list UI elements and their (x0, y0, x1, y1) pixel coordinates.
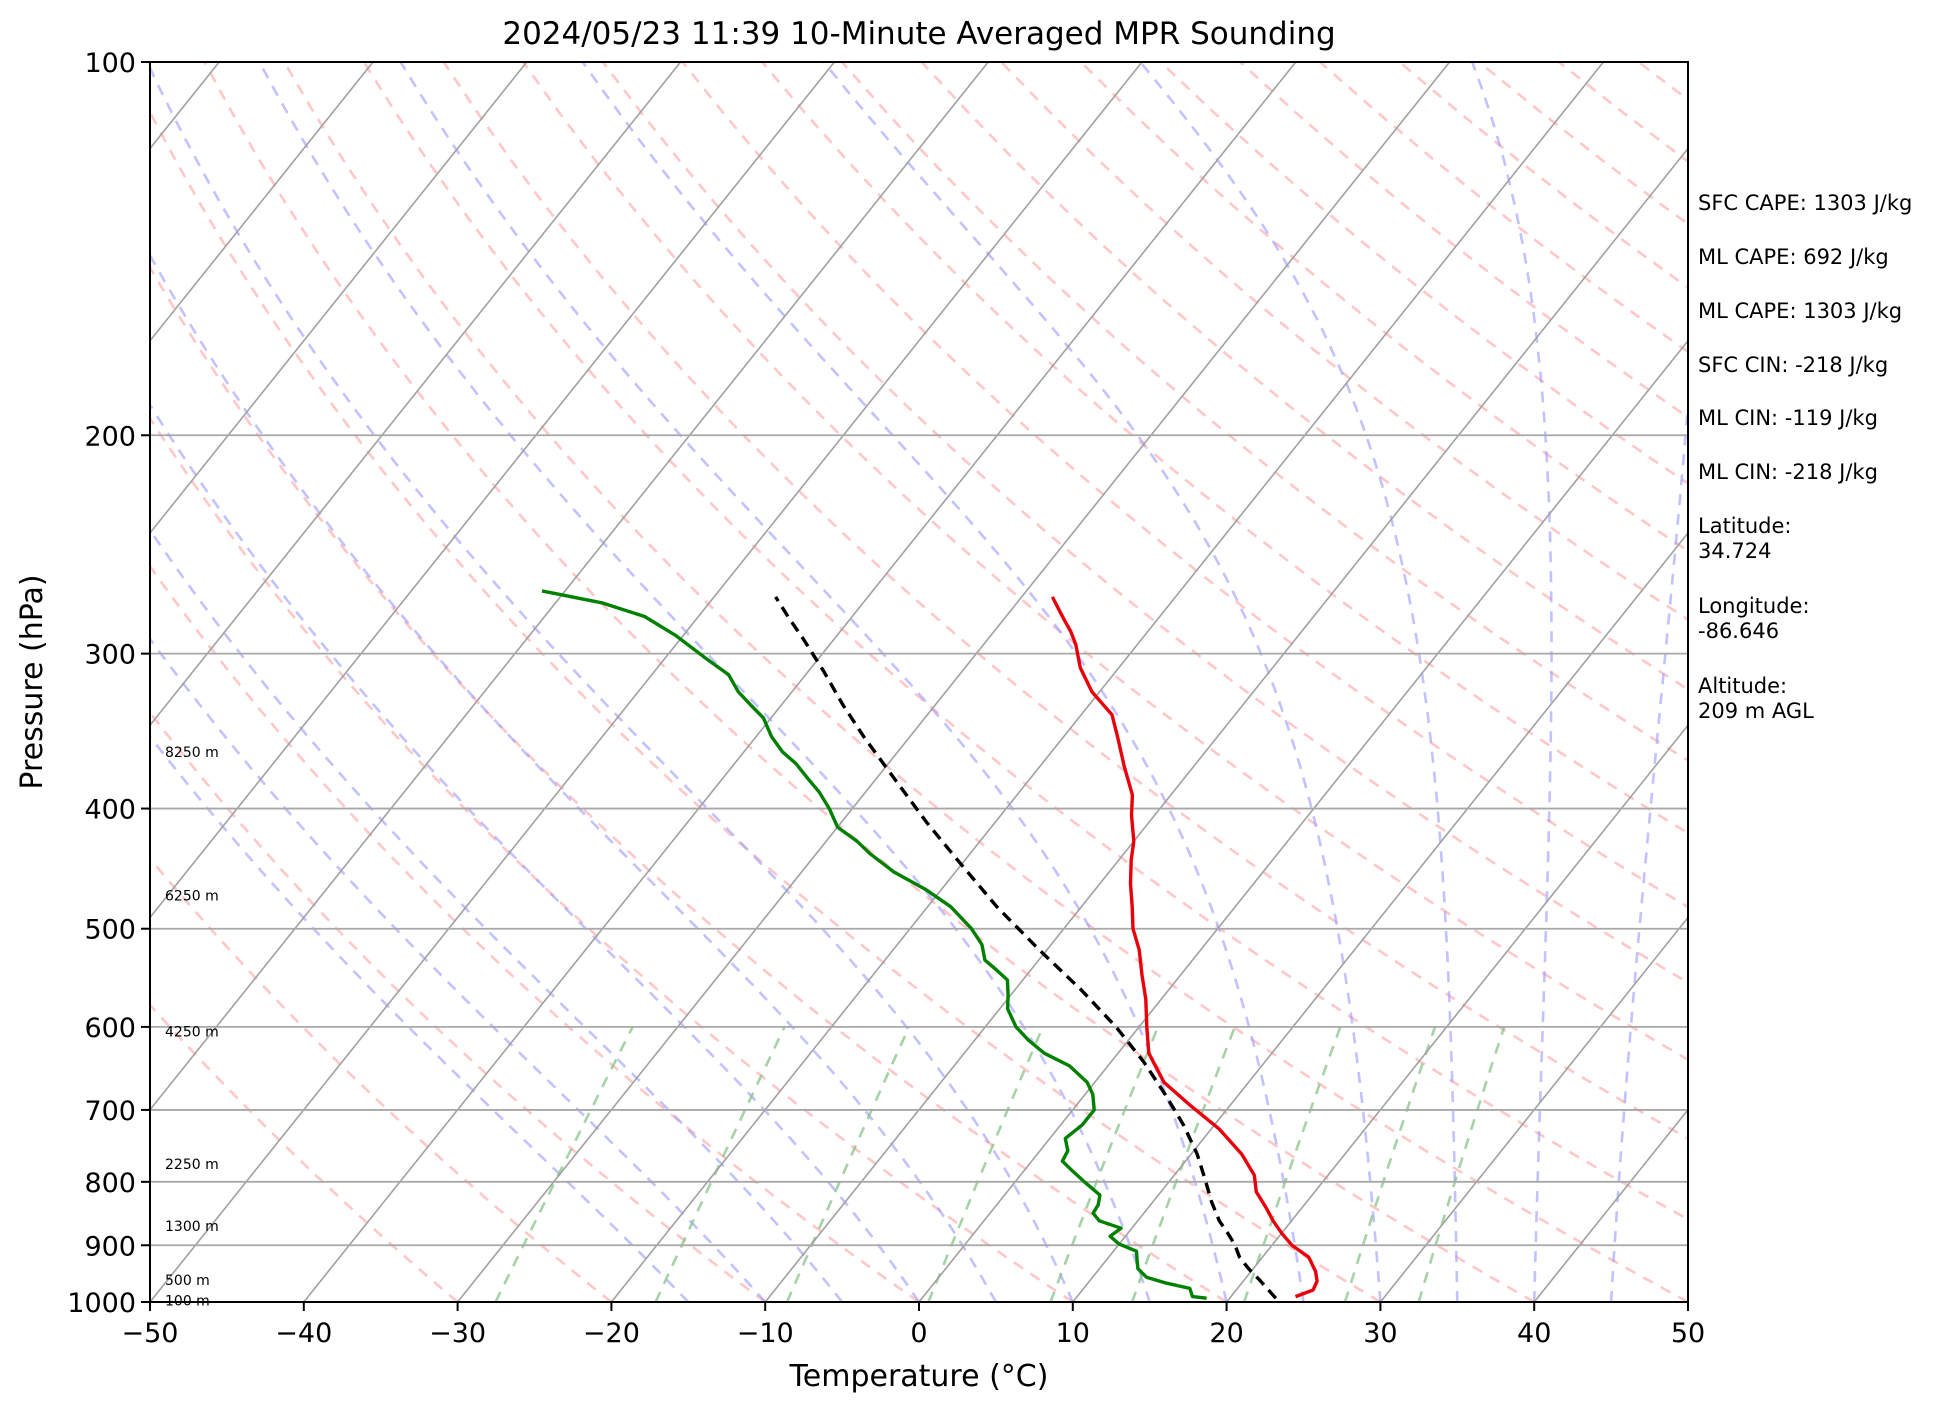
moist-adiabat (1470, 62, 1553, 1302)
y-tick-label: 500 (84, 915, 136, 946)
y-tick-label: 200 (84, 421, 136, 452)
x-tick-label: −10 (737, 1318, 794, 1349)
isotherm (1379, 916, 1688, 1302)
y-tick-label: 400 (84, 795, 136, 826)
x-tick-label: 50 (1671, 1318, 1705, 1349)
isotherm (150, 62, 836, 919)
moist-adiabat (1139, 62, 1459, 1302)
x-tick-label: 0 (910, 1318, 927, 1349)
x-axis-label: Temperature (°C) (789, 1359, 1049, 1394)
moist-adiabat (258, 62, 1151, 1302)
stat-ml-cape-2: ML CAPE: 1303 J/kg (1698, 299, 1902, 323)
height-label: 100 m (165, 1293, 210, 1309)
stat-ml-cin-2: ML CIN: -218 J/kg (1698, 460, 1878, 484)
parcel-trace (774, 595, 1278, 1300)
y-tick-label: 600 (84, 1013, 136, 1044)
isotherm (456, 62, 1451, 1302)
dry-adiabat (761, 62, 1688, 835)
background-grid (150, 62, 1688, 1302)
dry-adiabat (1000, 62, 1688, 622)
x-tick-label: −30 (429, 1318, 486, 1349)
x-tick-label: −40 (275, 1318, 332, 1349)
x-tick-label: 30 (1363, 1318, 1397, 1349)
axis-ticks: −50 −40 −30 −20 −10 0 10 20 30 40 50 100 200 300 400 50… (67, 48, 1705, 1349)
stat-sfc-cin: SFC CIN: -218 J/kg (1698, 353, 1888, 377)
mixing-ratio-line (494, 1026, 634, 1302)
mixing-ratio-line (785, 1026, 911, 1302)
altitude-value: 209 m AGL (1698, 699, 1814, 723)
isotherm (150, 62, 528, 535)
isotherm (918, 339, 1688, 1302)
dry-adiabat (150, 710, 766, 1302)
dry-adiabat (150, 564, 920, 1302)
dewpoint-trace (541, 589, 1207, 1300)
mixing-ratio-line (654, 1026, 786, 1302)
y-tick-label: 1000 (67, 1288, 136, 1319)
stat-ml-cape: ML CAPE: 692 J/kg (1698, 245, 1889, 269)
dry-adiabat (681, 62, 1688, 909)
isotherm (1072, 531, 1688, 1302)
latitude-label: Latitude: (1698, 514, 1792, 538)
isotherm (150, 62, 989, 1112)
moist-adiabat (150, 527, 844, 1302)
x-tick-label: 40 (1517, 1318, 1551, 1349)
y-tick-label: 900 (84, 1231, 136, 1262)
isotherm (1225, 723, 1688, 1302)
dry-adiabat (601, 62, 1688, 985)
x-tick-label: −50 (122, 1318, 179, 1349)
y-tick-label: 800 (84, 1168, 136, 1199)
isotherm (764, 147, 1688, 1302)
y-tick-label: 300 (84, 640, 136, 671)
stats-panel: SFC CAPE: 1303 J/kg ML CAPE: 692 J/kg ML… (1698, 191, 1912, 723)
isotherm (150, 62, 374, 343)
height-label: 2250 m (165, 1157, 219, 1173)
moist-adiabat (399, 62, 1228, 1302)
longitude-value: -86.646 (1698, 619, 1779, 643)
moist-adiabat (150, 65, 1074, 1302)
height-label: 6250 m (165, 888, 219, 904)
isotherm (303, 62, 1297, 1302)
isotherm (150, 62, 682, 727)
height-labels: 8250 m 6250 m 4250 m 2250 m 1300 m 500 m 100 m (165, 745, 219, 1310)
x-tick-label: 10 (1056, 1318, 1090, 1349)
isotherm (150, 62, 1143, 1302)
height-label: 4250 m (165, 1024, 219, 1040)
height-label: 500 m (165, 1273, 210, 1289)
moist-adiabat (1609, 389, 1688, 1302)
moist-adiabat (822, 62, 1382, 1302)
height-label: 1300 m (165, 1219, 219, 1235)
stat-ml-cin: ML CIN: -119 J/kg (1698, 406, 1878, 430)
latitude-value: 34.724 (1698, 539, 1771, 563)
temperature-trace (1050, 596, 1319, 1299)
sounding-traces (541, 589, 1319, 1300)
chart-title: 2024/05/23 11:39 10-Minute Averaged MPR … (502, 16, 1335, 52)
y-axis-label: Pressure (hPa) (15, 574, 50, 789)
moist-adiabat (150, 252, 998, 1302)
dry-adiabat (150, 109, 1382, 1302)
moist-adiabat (150, 402, 921, 1302)
x-tick-label: −20 (583, 1318, 640, 1349)
height-label: 8250 m (165, 745, 219, 761)
y-tick-label: 700 (84, 1096, 136, 1127)
altitude-label: Altitude: (1698, 674, 1787, 698)
y-tick-label: 100 (84, 48, 136, 79)
moist-adiabat (581, 62, 1305, 1302)
dry-adiabat (362, 62, 1688, 1221)
moist-adiabat (150, 734, 690, 1302)
longitude-label: Longitude: (1698, 594, 1810, 618)
isotherm (610, 62, 1605, 1302)
x-tick-label: 20 (1209, 1318, 1243, 1349)
stat-sfc-cape: SFC CAPE: 1303 J/kg (1698, 191, 1912, 215)
